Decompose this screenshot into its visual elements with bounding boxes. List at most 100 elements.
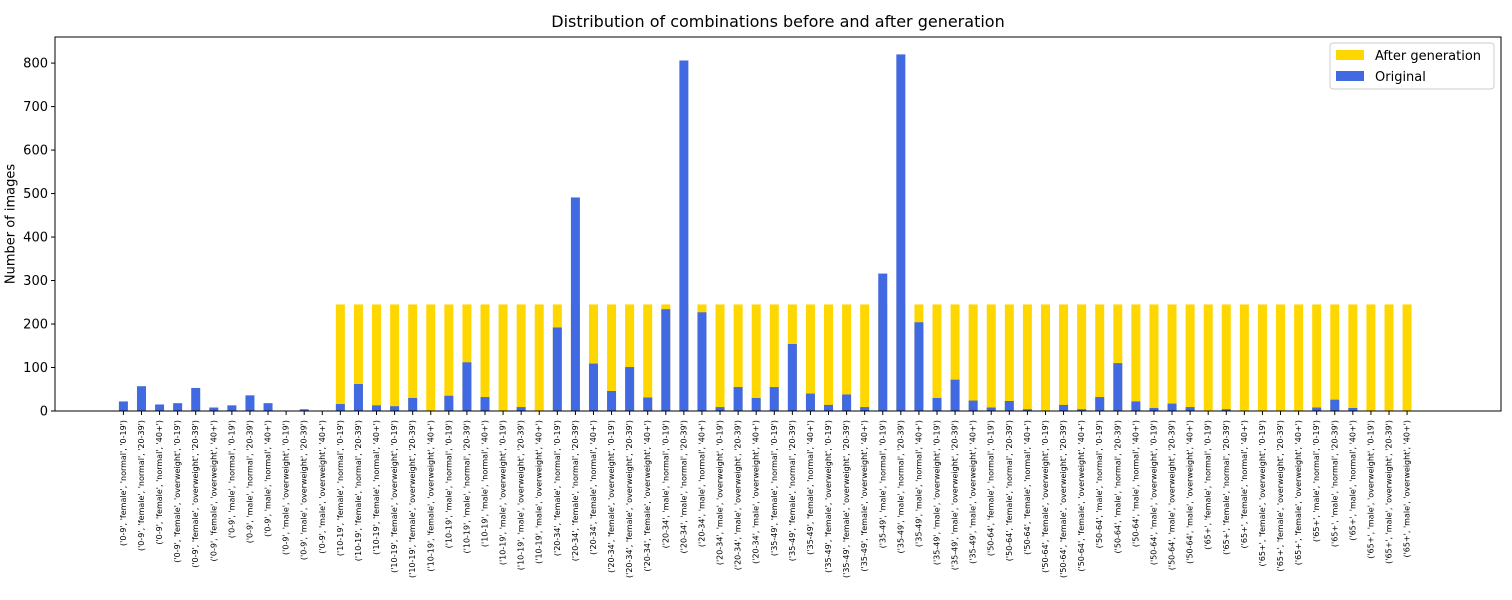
bar-original <box>227 405 237 411</box>
x-tick-label: ('0-9', 'male', 'normal', '20-39') <box>245 420 254 543</box>
legend-label-after-generation: After generation <box>1375 49 1481 64</box>
x-tick-label: ('0-9', 'male', 'overweight', '20-39') <box>300 420 309 560</box>
x-tick-label: ('0-9', 'male', 'overweight', '40+') <box>318 420 327 554</box>
x-tick-label: ('65+', 'male', 'overweight', '0-19') <box>1366 420 1375 559</box>
bar-original <box>787 344 797 411</box>
bar-after-generation <box>1077 304 1087 411</box>
x-tick-label: ('20-34', 'female', 'normal', '20-39') <box>571 420 580 561</box>
x-tick-label: ('50-64', 'female', 'normal', '20-39') <box>1005 420 1014 561</box>
bar-original <box>860 407 870 411</box>
bar-after-generation <box>733 304 743 411</box>
plot-frame <box>54 36 1502 412</box>
bar-original <box>751 397 761 411</box>
x-tick-label: ('10-19', 'male', 'overweight', '40+') <box>535 420 544 564</box>
x-tick-label: ('50-64', 'female', 'normal', '40+') <box>1023 420 1032 555</box>
bar-after-generation <box>516 304 526 411</box>
bar-original <box>1131 401 1141 411</box>
x-tick-label: ('35-49', 'female', 'normal', '0-19') <box>770 420 779 556</box>
chart-title: Distribution of combinations before and … <box>551 12 1004 31</box>
x-tick-label: ('65+', 'female', 'normal', '20-39') <box>1222 420 1231 555</box>
x-tick-label: ('35-49', 'male', 'overweight', '40+') <box>969 420 978 564</box>
bar-after-generation <box>1113 304 1123 411</box>
bar-original <box>335 404 345 411</box>
bar-after-generation <box>607 304 617 411</box>
bar-original <box>245 395 255 411</box>
x-tick-label: ('20-34', 'male', 'normal', '40+') <box>697 420 706 547</box>
x-tick-label: ('35-49', 'male', 'normal', '0-19') <box>878 420 887 548</box>
bar-original <box>408 397 418 411</box>
bar-original <box>805 393 815 411</box>
x-tick-label: ('20-34', 'female', 'overweight', '40+') <box>643 420 652 572</box>
y-tick-label: 600 <box>23 144 48 159</box>
bar-after-generation <box>1330 304 1340 411</box>
bar-after-generation <box>1040 304 1050 411</box>
y-tick-label: 300 <box>23 274 48 289</box>
x-tick-label: ('35-49', 'male', 'normal', '40+') <box>914 420 923 547</box>
legend: After generation Original <box>1329 42 1495 90</box>
bar-original <box>697 312 707 411</box>
x-tick-label: ('65+', 'male', 'overweight', '40+') <box>1403 420 1412 558</box>
x-tick-label: ('50-64', 'male', 'overweight', '0-19') <box>1149 420 1158 565</box>
bar-original <box>353 384 363 411</box>
bar-original <box>878 273 888 411</box>
x-tick-label: ('50-64', 'female', 'overweight', '0-19'… <box>1041 420 1050 573</box>
x-tick-label: ('20-34', 'female', 'normal', '40+') <box>589 420 598 555</box>
x-tick-label: ('10-19', 'male', 'normal', '20-39') <box>462 420 471 553</box>
x-tick-label: ('20-34', 'female', 'normal', '0-19') <box>553 420 562 556</box>
bar-after-generation <box>444 304 454 411</box>
bar-after-generation <box>498 304 508 411</box>
bar-after-generation <box>986 304 996 411</box>
legend-swatch-after-generation <box>1336 50 1364 60</box>
y-axis: 0 100 200 300 400 500 600 700 800 <box>23 57 55 420</box>
x-tick-label: ('0-9', 'female', 'overweight', '0-19') <box>173 420 182 563</box>
bar-original <box>552 327 562 411</box>
bar-after-generation <box>968 304 978 411</box>
x-tick-label: ('50-64', 'male', 'normal', '20-39') <box>1113 420 1122 553</box>
x-tick-label: ('50-64', 'female', 'overweight', '20-39… <box>1059 420 1068 578</box>
bar-after-generation <box>1384 304 1394 411</box>
bar-original <box>191 387 201 411</box>
bar-after-generation <box>1131 304 1141 411</box>
bar-after-generation <box>1257 304 1267 411</box>
bar-after-generation <box>1203 304 1213 411</box>
bar-original <box>1312 407 1322 411</box>
bar-original <box>209 407 219 411</box>
legend-label-original: Original <box>1375 70 1426 85</box>
x-tick-label: ('35-49', 'female', 'overweight', '0-19'… <box>824 420 833 573</box>
x-tick-label: ('35-49', 'female', 'overweight', '20-39… <box>842 420 851 578</box>
x-tick-label: ('65+', 'female', 'normal', '40+') <box>1240 420 1249 548</box>
bar-after-generation <box>643 304 653 411</box>
bar-original <box>173 403 183 411</box>
bar-after-generation <box>534 304 544 411</box>
bar-after-generation <box>932 304 942 411</box>
bar-original <box>299 409 309 411</box>
y-tick-label: 0 <box>40 405 48 420</box>
bar-original <box>679 60 689 411</box>
bar-after-generation <box>588 304 598 411</box>
bar-after-generation <box>1294 304 1304 411</box>
bar-original <box>1185 407 1195 411</box>
bar-original <box>733 387 743 411</box>
x-tick-label: ('65+', 'female', 'overweight', '0-19') <box>1258 420 1267 567</box>
bar-original <box>1059 404 1069 411</box>
bar-original <box>625 367 635 411</box>
x-tick-label: ('20-34', 'male', 'normal', '20-39') <box>679 420 688 553</box>
x-tick-label: ('50-64', 'female', 'normal', '0-19') <box>987 420 996 556</box>
bar-after-generation <box>1221 304 1231 411</box>
y-tick-label: 500 <box>23 187 48 202</box>
bar-after-generation <box>390 304 400 411</box>
bar-after-generation <box>1276 304 1286 411</box>
x-tick-label: ('0-9', 'female', 'normal', '0-19') <box>119 420 128 546</box>
x-tick-label: ('10-19', 'male', 'overweight', '0-19') <box>499 420 508 565</box>
x-tick-label: ('20-34', 'male', 'normal', '0-19') <box>661 420 670 548</box>
bar-original <box>1348 407 1358 411</box>
bar-original <box>570 197 580 411</box>
bar-after-generation <box>1004 304 1014 411</box>
x-tick-label: ('50-64', 'male', 'overweight', '40+') <box>1186 420 1195 564</box>
bar-after-generation <box>1312 304 1322 411</box>
bar-after-generation <box>751 304 761 411</box>
x-tick-label: ('10-19', 'female', 'overweight', '40+') <box>426 420 435 572</box>
x-tick-label: ('35-49', 'male', 'overweight', '20-39') <box>951 420 960 570</box>
bar-after-generation <box>353 304 363 411</box>
bar-after-generation <box>1185 304 1195 411</box>
